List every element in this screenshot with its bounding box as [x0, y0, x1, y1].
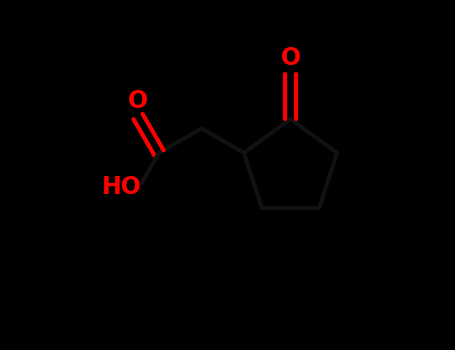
- Text: O: O: [128, 89, 148, 113]
- Text: HO: HO: [102, 175, 142, 199]
- Text: O: O: [280, 46, 301, 70]
